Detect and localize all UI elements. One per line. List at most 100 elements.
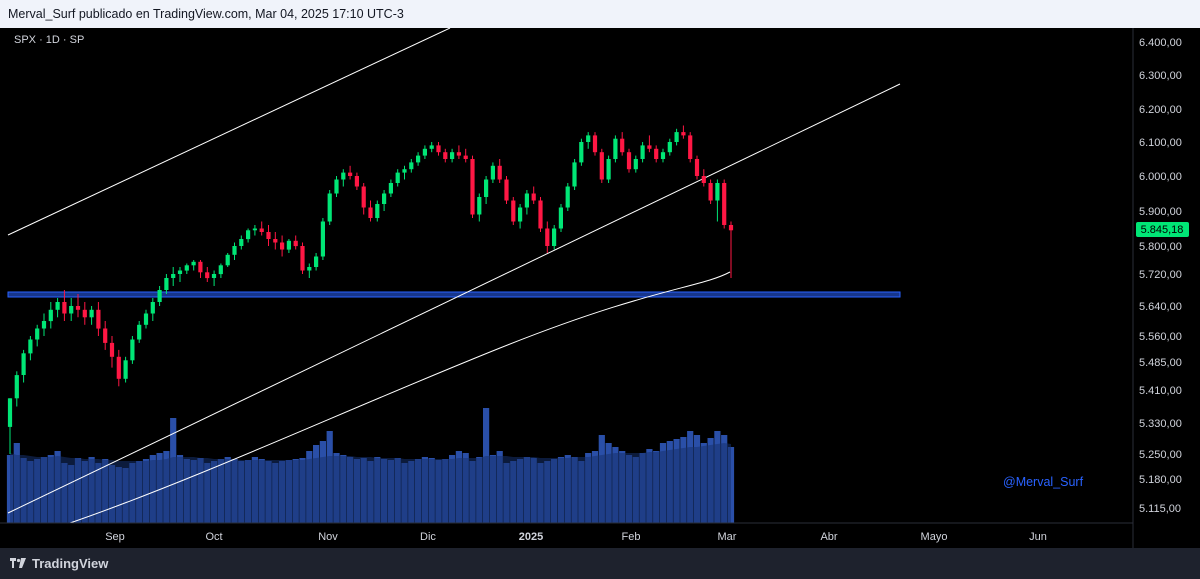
volume-ma-area bbox=[10, 443, 731, 523]
publish-info: Merval_Surf publicado en TradingView.com… bbox=[8, 7, 404, 21]
candle bbox=[592, 132, 598, 156]
support-zone bbox=[7, 291, 901, 298]
candle bbox=[246, 228, 251, 243]
price-tick-label: 5.115,00 bbox=[1139, 503, 1181, 515]
candle bbox=[382, 190, 387, 211]
candle bbox=[518, 204, 523, 229]
candle bbox=[211, 270, 217, 286]
time-tick-label: Sep bbox=[105, 531, 125, 543]
candle bbox=[143, 309, 149, 329]
candle bbox=[171, 267, 176, 286]
time-tick-label: Mar bbox=[718, 531, 737, 543]
candle bbox=[205, 267, 210, 282]
candle bbox=[293, 235, 298, 250]
candle bbox=[545, 221, 550, 253]
candle bbox=[654, 145, 659, 163]
candle bbox=[82, 302, 87, 325]
candle bbox=[490, 162, 495, 183]
price-tick-label: 5.640,00 bbox=[1139, 301, 1182, 313]
candle bbox=[586, 132, 591, 149]
candle bbox=[429, 142, 434, 153]
candle bbox=[511, 197, 516, 225]
candle bbox=[375, 200, 380, 222]
candle bbox=[395, 169, 400, 187]
candle bbox=[633, 155, 638, 173]
tradingview-logo-icon bbox=[10, 557, 26, 570]
candle bbox=[354, 172, 359, 190]
candle bbox=[239, 235, 244, 250]
candle bbox=[75, 294, 81, 318]
price-tick-label: 5.800,00 bbox=[1139, 241, 1182, 253]
price-tick-label: 5.410,00 bbox=[1139, 385, 1182, 397]
price-tick-label: 5.250,00 bbox=[1139, 449, 1182, 461]
candle bbox=[388, 179, 393, 197]
candle bbox=[259, 221, 264, 236]
candle bbox=[280, 235, 285, 257]
candle bbox=[422, 145, 427, 159]
candle bbox=[681, 125, 686, 139]
volume-ma bbox=[10, 443, 731, 523]
candle bbox=[7, 398, 13, 454]
candle bbox=[409, 159, 414, 173]
candle bbox=[368, 200, 373, 222]
chart-canvas[interactable]: SPX · 1D · SP @Merval_Surf 6.400,00 6.300… bbox=[0, 28, 1200, 548]
candle bbox=[286, 239, 291, 253]
candle bbox=[531, 186, 536, 204]
candle bbox=[477, 193, 482, 222]
candle bbox=[96, 302, 101, 336]
candle bbox=[715, 179, 720, 222]
watermark: @Merval_Surf bbox=[1003, 475, 1084, 489]
candle bbox=[538, 197, 543, 232]
candle bbox=[558, 204, 563, 232]
price-candles bbox=[7, 125, 734, 454]
candle bbox=[701, 169, 706, 187]
time-axis[interactable]: Sep Oct Nov Dic 2025 Feb Mar Abr Mayo Jun bbox=[105, 531, 1047, 543]
candle bbox=[334, 176, 339, 197]
candle bbox=[273, 232, 278, 250]
candle bbox=[225, 253, 230, 267]
lower-channel-line[interactable] bbox=[7, 83, 901, 514]
candle bbox=[620, 132, 625, 156]
upper-channel-line[interactable] bbox=[7, 28, 451, 236]
candle bbox=[41, 313, 47, 336]
candle bbox=[599, 148, 604, 183]
price-axis[interactable]: 6.400,00 6.300,00 6.200,00 6.100,00 6.000,00… bbox=[1139, 37, 1182, 515]
candle bbox=[402, 165, 407, 180]
time-tick-label: 2025 bbox=[519, 531, 543, 543]
last-price-badge: 5.845,18 bbox=[1136, 222, 1189, 237]
candle bbox=[69, 298, 74, 321]
trend-lines bbox=[7, 28, 901, 524]
candle bbox=[218, 263, 223, 278]
candle bbox=[694, 155, 700, 180]
candle bbox=[191, 260, 196, 271]
candle bbox=[463, 148, 468, 163]
candle bbox=[640, 142, 645, 163]
price-tick-label: 6.100,00 bbox=[1139, 137, 1182, 149]
time-tick-label: Feb bbox=[622, 531, 641, 543]
price-tick-label: 5.485,00 bbox=[1139, 357, 1182, 369]
candle bbox=[450, 148, 455, 163]
price-tick-label: 5.180,00 bbox=[1139, 474, 1182, 486]
time-tick-label: Mayo bbox=[921, 531, 948, 543]
price-tick-label: 5.900,00 bbox=[1139, 206, 1182, 218]
candle bbox=[116, 349, 121, 387]
candle bbox=[728, 221, 734, 278]
price-tick-label: 6.200,00 bbox=[1139, 104, 1182, 116]
candle bbox=[21, 349, 26, 383]
candle bbox=[109, 336, 115, 368]
tradingview-footer: TradingView bbox=[0, 548, 1200, 579]
candle bbox=[484, 176, 489, 204]
candle bbox=[667, 138, 672, 156]
candle bbox=[55, 298, 60, 318]
candle bbox=[552, 225, 557, 250]
candle bbox=[307, 263, 312, 278]
time-tick-label: Jun bbox=[1029, 531, 1047, 543]
candle bbox=[688, 132, 693, 163]
candle bbox=[722, 179, 727, 229]
candle bbox=[35, 324, 40, 347]
candle bbox=[606, 155, 611, 183]
publish-header: Merval_Surf publicado en TradingView.com… bbox=[0, 0, 1200, 28]
candle bbox=[626, 148, 632, 173]
candle bbox=[266, 225, 271, 246]
candle bbox=[177, 267, 183, 282]
